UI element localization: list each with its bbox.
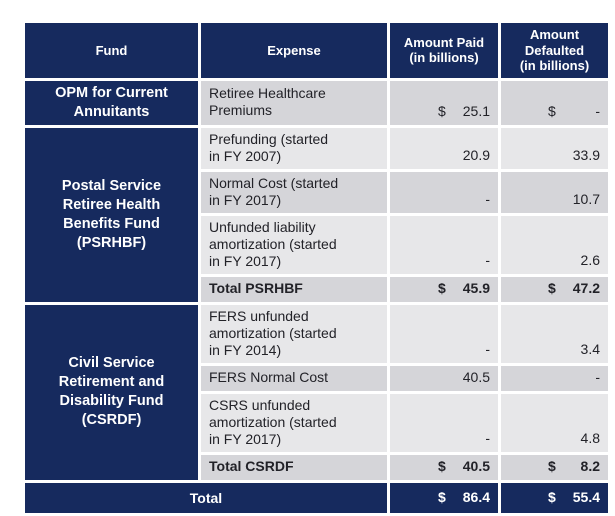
amount-paid-cell: 40.5 <box>387 362 501 394</box>
currency-symbol: $ <box>438 457 446 474</box>
expense-cell: FERS unfunded amortization (started in F… <box>198 301 390 366</box>
amount-paid-cell: $40.5 <box>387 451 501 483</box>
amount-paid-cell: $86.4 <box>387 479 501 516</box>
fund-cell-csrdf: Civil Service Retirement and Disability … <box>22 301 201 483</box>
currency-symbol: $ <box>548 279 556 296</box>
currency-symbol: $ <box>438 279 446 296</box>
row-grand-total: Total $86.4 $55.4 <box>22 479 611 516</box>
row-prefunding: Postal Service Retiree Health Benefits F… <box>22 124 611 305</box>
amount-value: 40.5 <box>462 368 490 385</box>
grand-total-label: Total <box>22 479 390 516</box>
fund-cell-opm: OPM for Current Annuitants <box>22 77 201 128</box>
amount-defaulted-cell: - <box>498 362 611 394</box>
amount-defaulted-cell: 2.6 <box>498 212 611 277</box>
amount-defaulted-cell: $8.2 <box>498 451 611 483</box>
amount-defaulted-cell: 4.8 <box>498 390 611 455</box>
row-fers-unfunded: Civil Service Retirement and Disability … <box>22 301 611 483</box>
expense-cell: Retiree Healthcare Premiums <box>198 77 390 128</box>
amount-value: 47.2 <box>572 279 600 296</box>
amount-paid-cell: - <box>387 212 501 277</box>
row-csrs-unfunded: CSRS unfunded amortization (started in F… <box>24 390 611 455</box>
amount-value: - <box>595 368 600 385</box>
fund-cell-psrhbf: Postal Service Retiree Health Benefits F… <box>22 124 201 305</box>
row-unfunded-liability: Unfunded liability amortization (started… <box>24 212 611 277</box>
expense-cell: FERS Normal Cost <box>198 362 390 394</box>
amount-defaulted-cell: 10.7 <box>498 168 611 216</box>
expense-cell: Total PSRHBF <box>198 273 390 305</box>
amount-value: 40.5 <box>462 457 490 474</box>
amount-defaulted-cell: 3.4 <box>498 301 611 366</box>
col-header-expense: Expense <box>198 20 390 81</box>
expense-cell: Unfunded liability amortization (started… <box>198 212 390 277</box>
amount-paid-cell: - <box>387 168 501 216</box>
amount-paid-cell: $45.9 <box>387 273 501 305</box>
fund-expense-table: Fund Expense Amount Paid (in billions) A… <box>22 20 611 516</box>
amount-value: 3.4 <box>580 340 600 357</box>
currency-symbol: $ <box>438 488 446 505</box>
amount-paid-cell: - <box>387 390 501 455</box>
expense-cell: Prefunding (started in FY 2007) <box>198 124 390 172</box>
header-row: Fund Expense Amount Paid (in billions) A… <box>22 20 611 81</box>
currency-symbol: $ <box>548 457 556 474</box>
amount-defaulted-cell: $55.4 <box>498 479 611 516</box>
expense-cell: CSRS unfunded amortization (started in F… <box>198 390 390 455</box>
currency-symbol: $ <box>548 488 556 505</box>
currency-symbol: $ <box>548 102 556 119</box>
expense-cell: Normal Cost (started in FY 2017) <box>198 168 390 216</box>
amount-value: 55.4 <box>572 488 600 505</box>
row-normal-cost: Normal Cost (started in FY 2017) - 10.7 <box>24 168 611 216</box>
col-header-fund: Fund <box>22 20 201 81</box>
amount-defaulted-cell: $ - <box>498 77 611 128</box>
amount-value: 4.8 <box>580 429 600 446</box>
amount-paid-cell: $25.1 <box>387 77 501 128</box>
amount-defaulted-cell: 33.9 <box>498 124 611 172</box>
amount-paid-cell: - <box>387 301 501 366</box>
col-header-amount-defaulted: Amount Defaulted (in billions) <box>498 20 611 81</box>
amount-value: - <box>485 190 490 207</box>
amount-value: 86.4 <box>462 488 490 505</box>
col-header-amount-paid: Amount Paid (in billions) <box>387 20 501 81</box>
amount-value: - <box>485 340 490 357</box>
currency-symbol: $ <box>438 102 446 119</box>
amount-value: 33.9 <box>572 146 600 163</box>
amount-value: 45.9 <box>462 279 490 296</box>
row-fers-normal-cost: FERS Normal Cost 40.5 - <box>24 362 611 394</box>
expense-cell: Total CSRDF <box>198 451 390 483</box>
amount-value: 20.9 <box>462 146 490 163</box>
amount-value: - <box>485 251 490 268</box>
amount-value: - <box>485 429 490 446</box>
amount-value: 10.7 <box>572 190 600 207</box>
amount-paid-cell: 20.9 <box>387 124 501 172</box>
amount-defaulted-cell: $47.2 <box>498 273 611 305</box>
amount-value: 2.6 <box>580 251 600 268</box>
row-total-csrdf: Total CSRDF $40.5 $8.2 <box>24 451 611 483</box>
row-retiree-premiums: OPM for Current Annuitants Retiree Healt… <box>22 77 611 128</box>
row-total-psrhbf: Total PSRHBF $45.9 $47.2 <box>24 273 611 305</box>
amount-value: 25.1 <box>462 102 490 119</box>
amount-value: - <box>595 102 600 119</box>
amount-value: 8.2 <box>580 457 600 474</box>
